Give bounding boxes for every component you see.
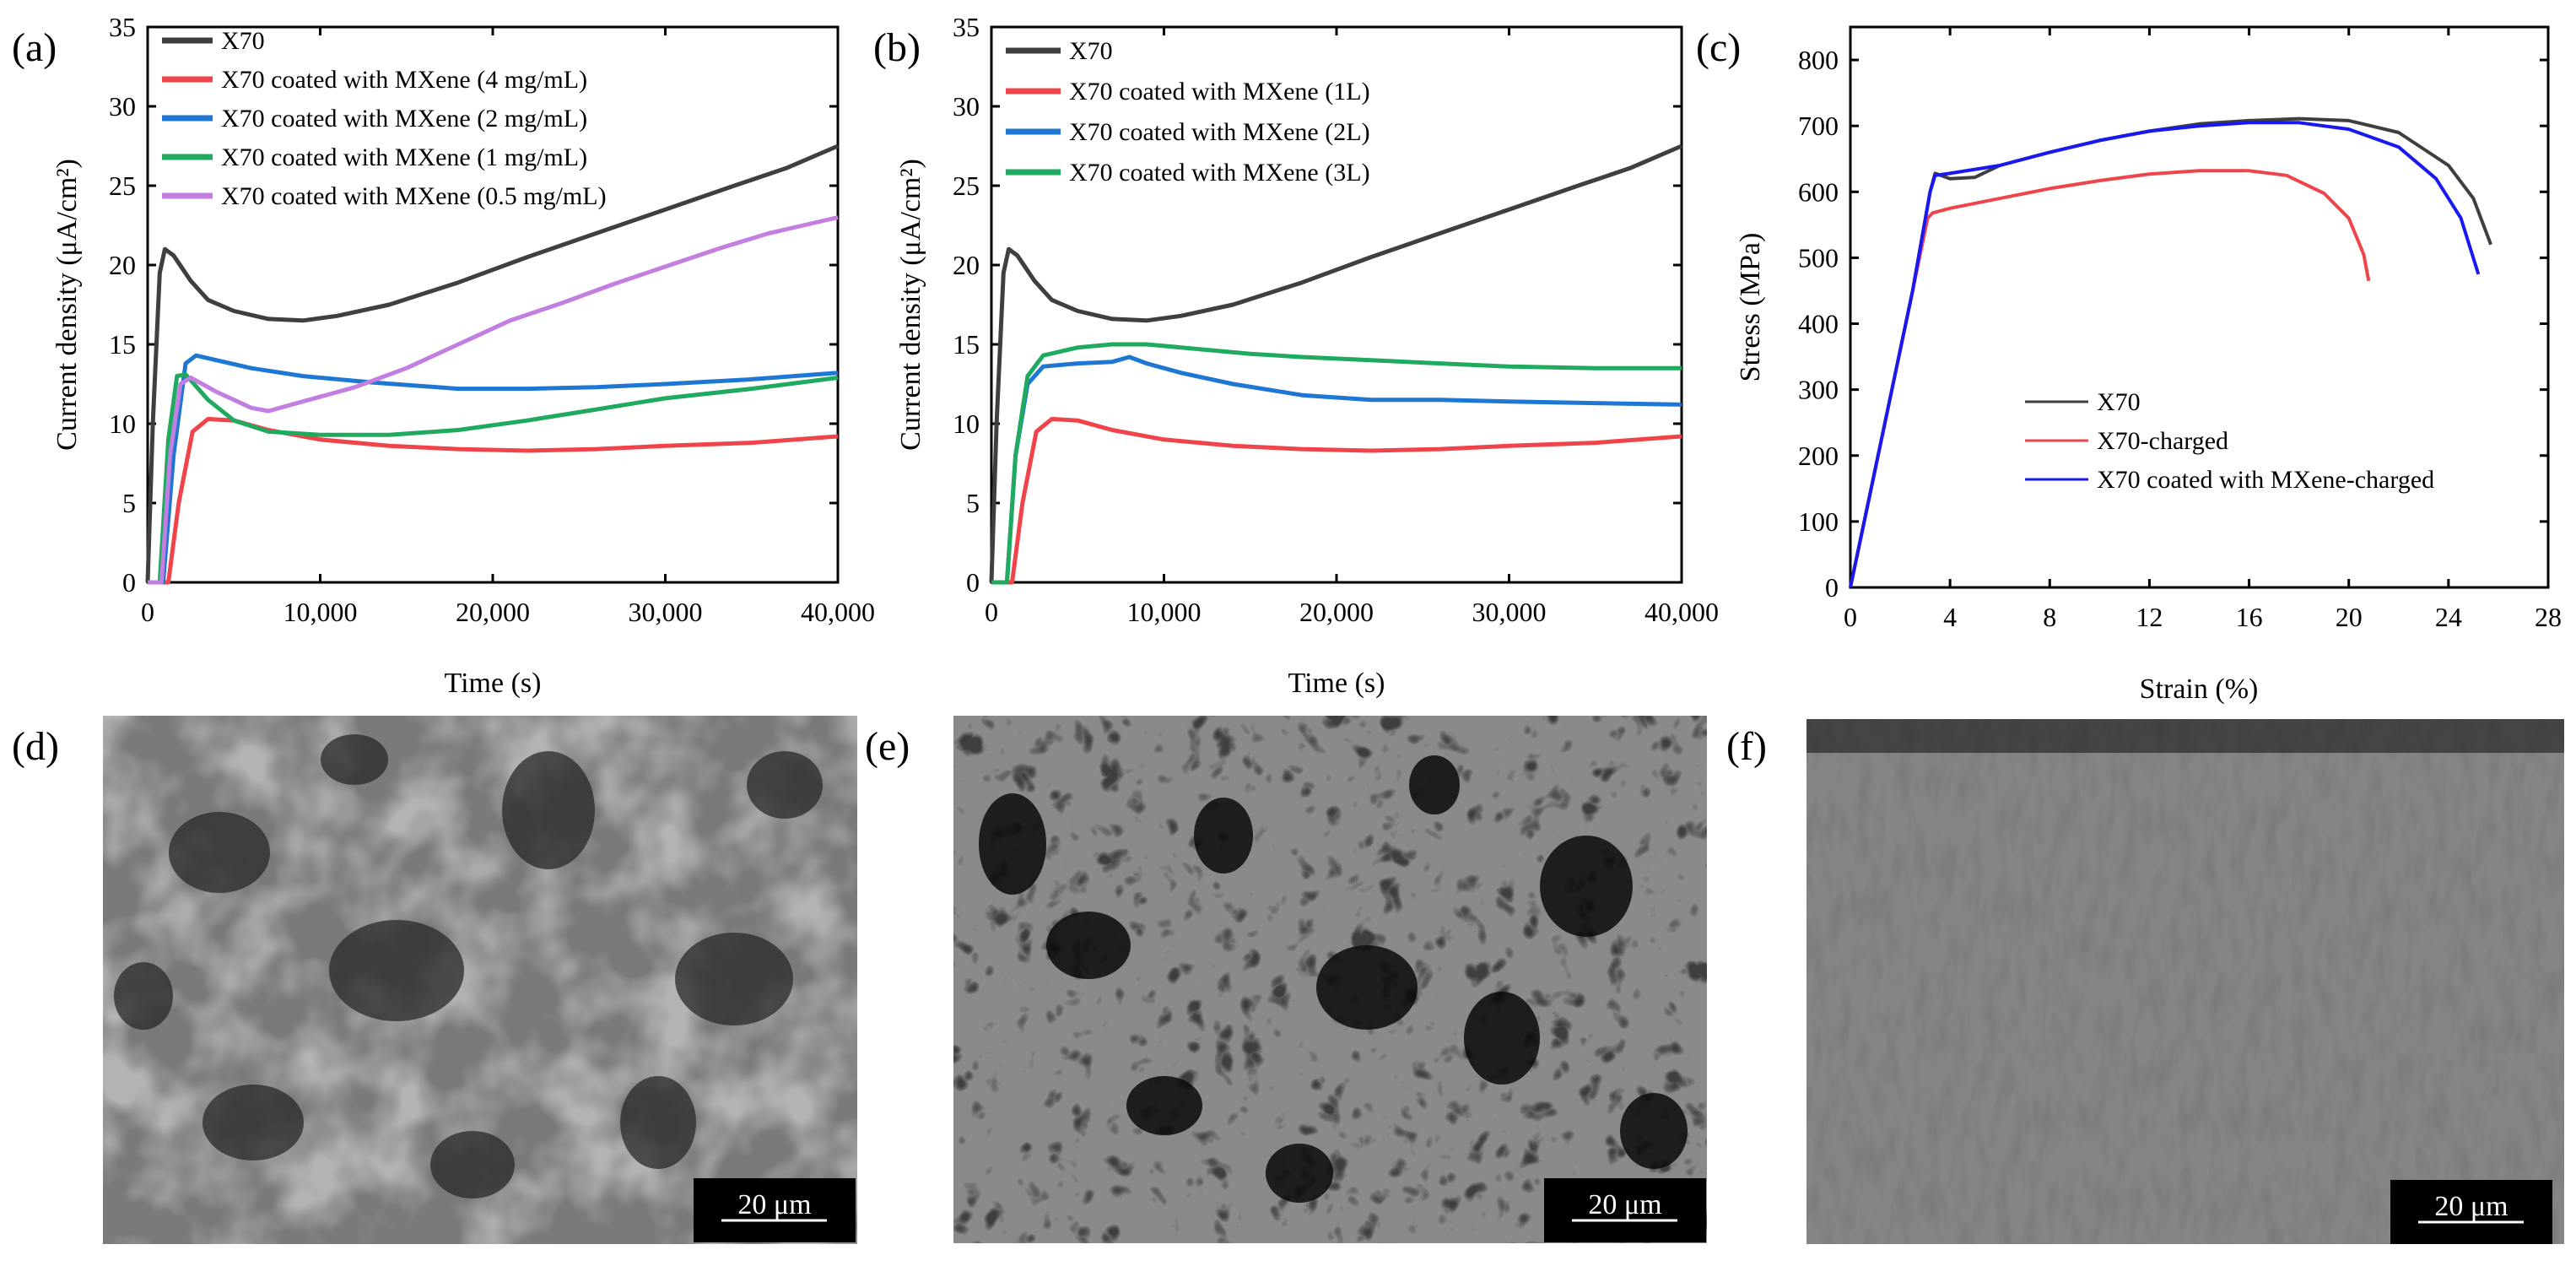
x-tick-label: 20 — [2336, 602, 2363, 632]
x-tick-label: 30,000 — [1472, 597, 1547, 627]
scale-bar-box-d — [694, 1178, 856, 1242]
y-tick-label: 20 — [109, 250, 136, 280]
scale-bar-label-f: 20 μm — [2434, 1191, 2508, 1222]
x-tick-label: 30,000 — [629, 597, 703, 627]
x-tick-label: 0 — [1844, 602, 1857, 632]
x-tick-label: 40,000 — [801, 597, 875, 627]
legend-entry: X70 coated with MXene (2 mg/mL) — [221, 105, 587, 133]
panel-label-e: (e) — [865, 724, 910, 769]
legend-entry: X70 coated with MXene (1 mg/mL) — [221, 143, 587, 171]
y-tick-label: 15 — [109, 329, 136, 360]
y-axis-label-b: Current density (μA/cm²) — [895, 159, 926, 451]
y-tick-label: 300 — [1798, 375, 1839, 405]
sem-d-dimples — [114, 734, 823, 1198]
panel-label-b: (b) — [873, 25, 921, 70]
y-tick-label: 10 — [109, 408, 136, 439]
plot-b-frame — [990, 25, 1683, 584]
series-line-1 — [989, 143, 1682, 583]
chart-a: (a) Time (s) Current density (μA/cm²) 0 1… — [12, 12, 875, 699]
series-line-2 — [148, 416, 839, 585]
sem-image-e: (e) 20 μm — [865, 716, 1707, 1243]
x-tick-label: 12 — [2136, 602, 2163, 632]
y-tick-label: 800 — [1798, 45, 1839, 75]
y-tick-label: 25 — [109, 170, 136, 201]
x-tick-label: 20,000 — [1299, 597, 1374, 627]
y-tick-label: 0 — [122, 567, 136, 598]
series-line-2 — [1849, 169, 2371, 588]
y-tick-label: 400 — [1798, 309, 1839, 339]
chart-c: (c) Strain (%) Stress (MPa) 0 4 8 12 16 20 24 2… — [1696, 25, 2562, 705]
y-tick-label: 35 — [953, 12, 980, 42]
x-tick-label: 10,000 — [284, 597, 358, 627]
y-tick-label: 10 — [953, 408, 980, 439]
scale-bar-label-d: 20 μm — [737, 1189, 811, 1220]
x-tick-label: 10,000 — [1127, 597, 1202, 627]
legend-entry: X70 coated with MXene (1L) — [1069, 78, 1370, 106]
sem-image-f: (f) 20 μm — [1726, 719, 2564, 1244]
series-line-3 — [148, 353, 839, 585]
series-line-2 — [991, 416, 1682, 585]
series-line-3 — [991, 354, 1682, 585]
legend-entry: X70 — [1069, 37, 1113, 65]
y-tick-label: 0 — [966, 567, 980, 598]
series-line-4 — [991, 342, 1682, 585]
y-tick-label: 200 — [1798, 441, 1839, 471]
y-tick-label: 5 — [966, 488, 980, 518]
y-tick-label: 5 — [122, 488, 136, 518]
legend-entry: X70 — [2097, 388, 2141, 416]
x-tick-label: 20,000 — [456, 597, 530, 627]
legend-entry: X70 coated with MXene (2L) — [1069, 118, 1370, 146]
y-tick-label: 700 — [1798, 111, 1839, 141]
legend-entry: X70 coated with MXene (0.5 mg/mL) — [221, 182, 607, 210]
scale-bar-box-f — [2390, 1180, 2552, 1244]
sem-image-d: (d) 20 μm — [12, 716, 857, 1244]
y-tick-label: 100 — [1798, 506, 1839, 537]
x-tick-label: 28 — [2535, 602, 2562, 632]
x-axis-label-b: Time (s) — [1288, 668, 1385, 699]
chart-b: (b) Time (s) Current density (μA/cm²) 0 1… — [873, 12, 1719, 699]
x-axis-label-c: Strain (%) — [2140, 674, 2259, 705]
x-tick-label: 4 — [1943, 602, 1957, 632]
legend-entry: X70 coated with MXene-charged — [2097, 466, 2434, 494]
legend-entry: X70 — [221, 27, 265, 55]
series-line-5 — [148, 215, 839, 585]
x-tick-label: 0 — [985, 597, 998, 627]
series-line-4 — [148, 372, 839, 585]
x-tick-label: 16 — [2236, 602, 2263, 632]
panel-label-f: (f) — [1726, 724, 1767, 769]
x-axis-label-a: Time (s) — [445, 668, 542, 699]
y-tick-label: 15 — [953, 329, 980, 360]
panel-label-a: (a) — [12, 25, 57, 70]
y-tick-label: 600 — [1798, 176, 1839, 207]
plot-c-frame — [1849, 25, 2550, 589]
panel-label-d: (d) — [12, 724, 59, 769]
y-tick-label: 30 — [109, 91, 136, 122]
y-tick-label: 500 — [1798, 242, 1839, 273]
y-tick-label: 20 — [953, 250, 980, 280]
sem-f-texture — [1806, 719, 2564, 1244]
legend-entry: X70-charged — [2097, 427, 2228, 455]
series-line-1 — [1849, 116, 2492, 588]
x-tick-label: 40,000 — [1644, 597, 1719, 627]
scale-bar-box-e — [1544, 1178, 1706, 1242]
y-tick-label: 35 — [109, 12, 136, 42]
y-tick-label: 25 — [953, 170, 980, 201]
y-axis-label-a: Current density (μA/cm²) — [51, 159, 83, 451]
x-tick-label: 0 — [141, 597, 154, 627]
y-tick-label: 0 — [1825, 572, 1839, 603]
sem-f-top-shadow — [1806, 719, 2564, 753]
x-tick-label: 8 — [2043, 602, 2056, 632]
scale-bar-label-e: 20 μm — [1588, 1189, 1661, 1220]
series-line-3 — [1849, 121, 2481, 588]
sem-e-dimples — [979, 755, 1688, 1203]
y-tick-label: 30 — [953, 91, 980, 122]
series-line-1 — [145, 143, 839, 583]
x-tick-label: 24 — [2435, 602, 2462, 632]
legend-entry: X70 coated with MXene (4 mg/mL) — [221, 66, 587, 94]
legend-entry: X70 coated with MXene (3L) — [1069, 159, 1370, 187]
y-axis-label-c: Stress (MPa) — [1735, 233, 1766, 382]
panel-label-c: (c) — [1696, 25, 1741, 70]
